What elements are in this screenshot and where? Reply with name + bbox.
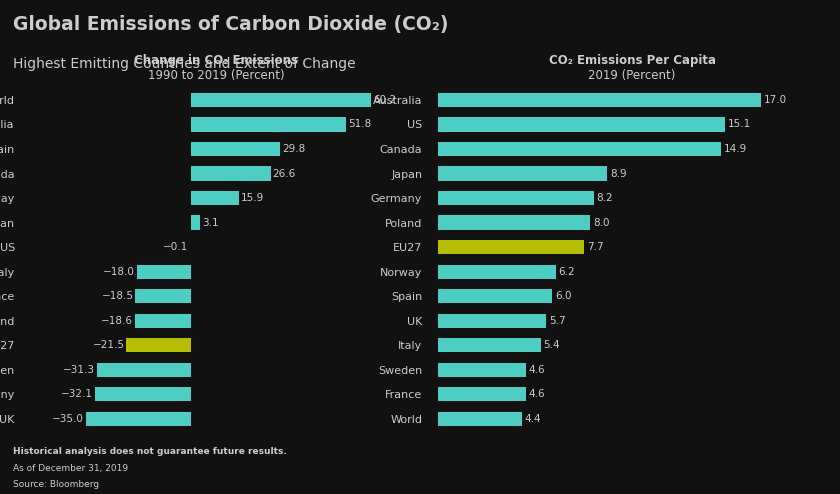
Text: Change in CO₂ Emissions: Change in CO₂ Emissions [134, 54, 298, 67]
Bar [438, 191, 594, 205]
Text: CO₂ Emissions Per Capita: CO₂ Emissions Per Capita [549, 54, 716, 67]
Text: 29.8: 29.8 [282, 144, 306, 154]
Bar [438, 314, 546, 328]
Text: As of December 31, 2019: As of December 31, 2019 [13, 464, 128, 473]
Bar [438, 240, 585, 254]
Text: −18.0: −18.0 [103, 267, 135, 277]
Text: 5.4: 5.4 [543, 340, 560, 350]
Bar [438, 289, 552, 303]
Text: 4.6: 4.6 [528, 389, 545, 399]
Text: Highest Emitting Countries and Extent of Change: Highest Emitting Countries and Extent of… [13, 57, 355, 71]
Bar [135, 314, 191, 328]
Bar [438, 338, 541, 352]
Text: 5.7: 5.7 [549, 316, 566, 326]
Bar [191, 118, 346, 131]
Text: Historical analysis does not guarantee future results.: Historical analysis does not guarantee f… [13, 447, 286, 456]
Text: 6.0: 6.0 [555, 291, 571, 301]
Bar [438, 412, 522, 426]
Text: 8.2: 8.2 [596, 193, 613, 203]
Bar [97, 363, 191, 377]
Bar [95, 387, 191, 401]
Bar [191, 142, 281, 156]
Bar [438, 215, 590, 230]
Text: 3.1: 3.1 [202, 217, 219, 228]
Bar [438, 142, 721, 156]
Text: 1990 to 2019 (Percent): 1990 to 2019 (Percent) [148, 69, 285, 82]
Text: 60.2: 60.2 [374, 95, 396, 105]
Bar [438, 93, 761, 107]
Text: 26.6: 26.6 [273, 168, 296, 178]
Bar [438, 387, 526, 401]
Bar [438, 264, 556, 279]
Text: −35.0: −35.0 [52, 414, 84, 424]
Bar [191, 93, 371, 107]
Text: 4.6: 4.6 [528, 365, 545, 375]
Bar [191, 215, 200, 230]
Bar [438, 363, 526, 377]
Text: 51.8: 51.8 [349, 120, 371, 129]
Bar [86, 412, 191, 426]
Text: 4.4: 4.4 [524, 414, 541, 424]
Text: Global Emissions of Carbon Dioxide (CO₂): Global Emissions of Carbon Dioxide (CO₂) [13, 15, 448, 34]
Text: 2019 (Percent): 2019 (Percent) [588, 69, 676, 82]
Bar [127, 338, 191, 352]
Text: 17.0: 17.0 [764, 95, 786, 105]
Text: −32.1: −32.1 [60, 389, 92, 399]
Text: 15.9: 15.9 [241, 193, 264, 203]
Bar [137, 264, 191, 279]
Text: −18.5: −18.5 [102, 291, 134, 301]
Text: −18.6: −18.6 [101, 316, 133, 326]
Bar [191, 191, 239, 205]
Text: 6.2: 6.2 [559, 267, 575, 277]
Text: 15.1: 15.1 [727, 120, 751, 129]
Text: Source: Bloomberg: Source: Bloomberg [13, 480, 99, 489]
Text: 8.0: 8.0 [593, 217, 609, 228]
Bar [135, 289, 191, 303]
Text: 7.7: 7.7 [587, 242, 604, 252]
Text: −0.1: −0.1 [163, 242, 188, 252]
Text: −21.5: −21.5 [92, 340, 124, 350]
Bar [191, 166, 270, 181]
Bar [438, 166, 607, 181]
Text: 14.9: 14.9 [724, 144, 747, 154]
Bar [438, 118, 725, 131]
Text: 8.9: 8.9 [610, 168, 627, 178]
Text: −31.3: −31.3 [63, 365, 95, 375]
